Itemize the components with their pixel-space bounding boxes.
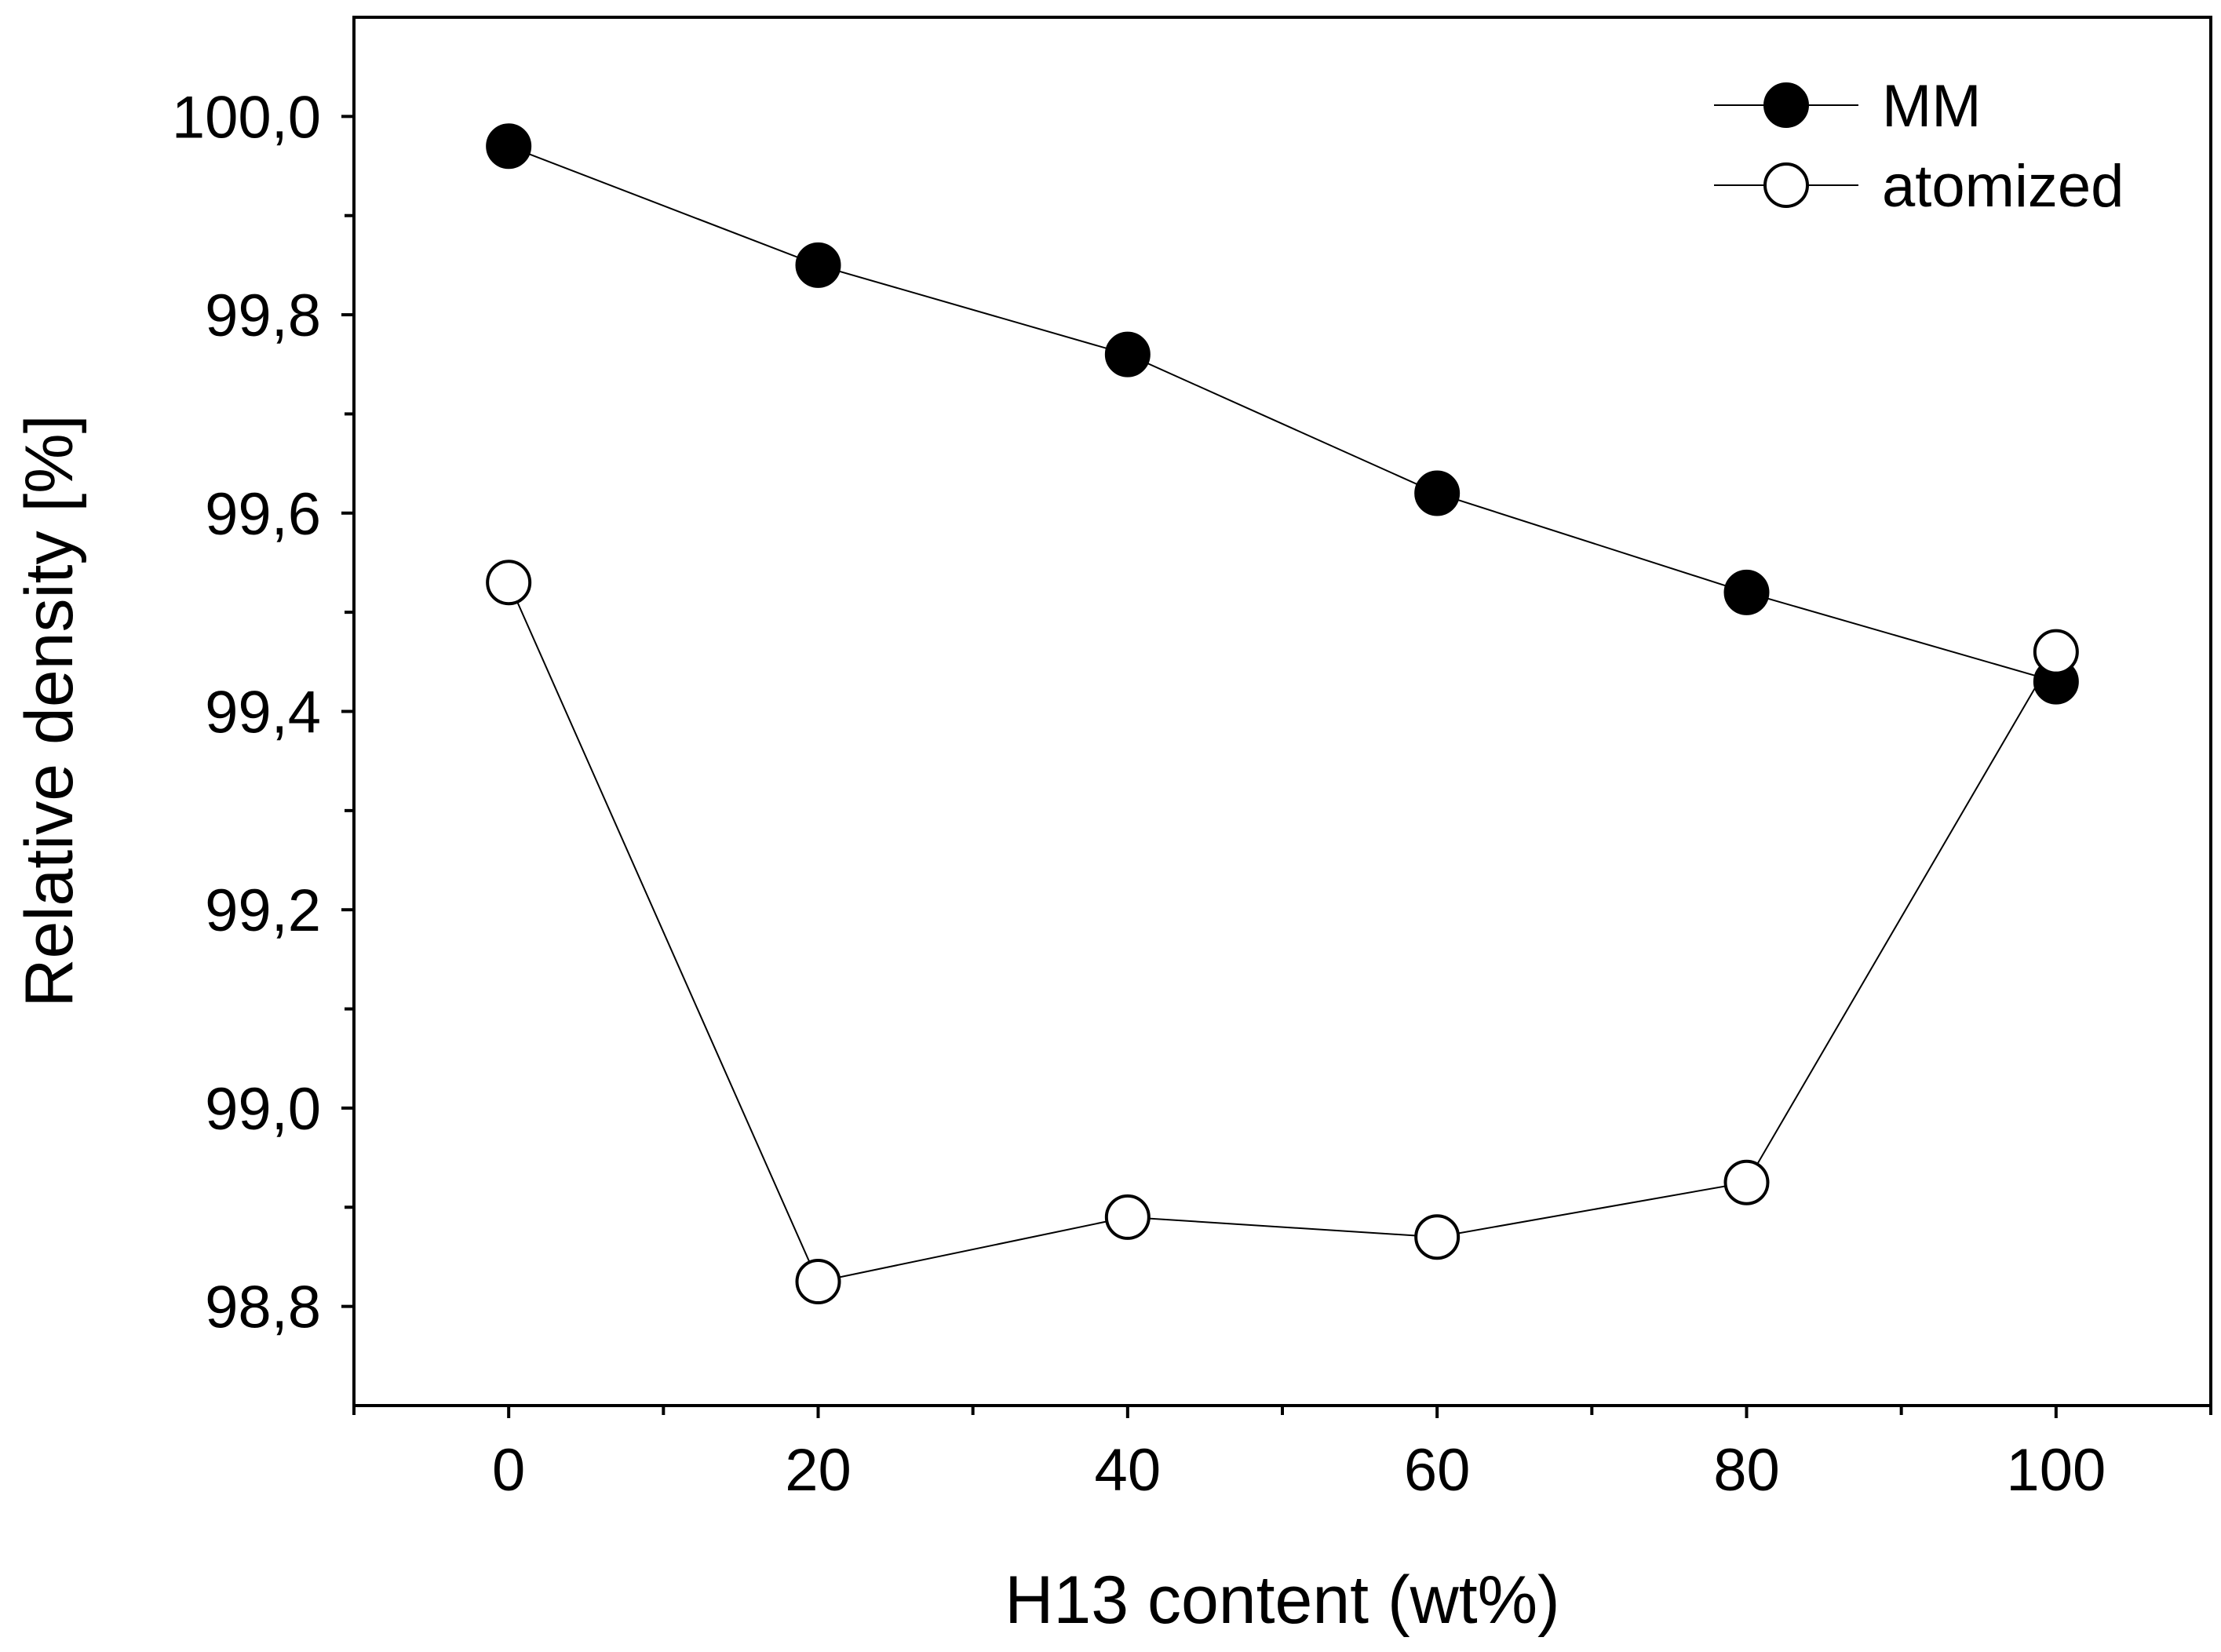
- legend-label-atomized: atomized: [1882, 153, 2124, 220]
- series-line-mm: [508, 145, 2057, 683]
- data-point-atomized: [2033, 629, 2079, 675]
- data-point-atomized: [1104, 1194, 1151, 1240]
- y-tick-label: 98,8: [205, 1275, 321, 1341]
- x-axis-title: H13 content (wt%): [1005, 1563, 1559, 1638]
- y-tick-label: 100,0: [172, 84, 321, 151]
- x-tick-label: 80: [1713, 1437, 1780, 1504]
- y-tick-label: 99,8: [205, 283, 321, 349]
- series-line-atomized: [508, 582, 2057, 1283]
- y-axis-title: Relative density [%]: [12, 414, 87, 1007]
- y-tick-label: 99,0: [205, 1076, 321, 1143]
- y-axis-tick-labels: 98,8 99,0 99,2 99,4 99,6 99,8 100,0: [172, 84, 321, 1340]
- x-axis-ticks: [352, 1406, 2212, 1418]
- x-tick-label: 100: [2006, 1437, 2106, 1504]
- y-tick-label: 99,4: [205, 680, 321, 746]
- data-point-mm: [1104, 331, 1151, 377]
- plot-area: [352, 16, 2212, 1407]
- data-point-atomized: [486, 560, 532, 606]
- data-point-atomized: [1723, 1159, 1770, 1205]
- x-tick-label: 20: [785, 1437, 852, 1504]
- data-point-atomized: [795, 1259, 841, 1305]
- data-point-mm: [1414, 470, 1461, 516]
- y-tick-label: 99,6: [205, 481, 321, 548]
- x-tick-label: 0: [492, 1437, 525, 1504]
- y-tick-label: 99,2: [205, 877, 321, 944]
- data-point-mm: [1723, 569, 1770, 615]
- legend: MM atomized: [1714, 73, 2124, 220]
- x-tick-label: 60: [1404, 1437, 1471, 1504]
- legend-marker-mm: [1763, 82, 1809, 128]
- data-point-mm: [795, 242, 841, 288]
- data-point-atomized: [1414, 1214, 1461, 1260]
- data-point-mm: [486, 123, 532, 170]
- plot-frame: [352, 16, 2212, 1407]
- legend-label-mm: MM: [1882, 73, 1982, 140]
- x-tick-label: 40: [1095, 1437, 1162, 1504]
- legend-marker-atomized: [1763, 162, 1809, 208]
- x-axis-tick-labels: 0 20 40 60 80 100: [492, 1437, 2106, 1504]
- series-lines: [508, 145, 2057, 1283]
- series-markers: [486, 123, 2079, 1305]
- y-axis-ticks: [341, 115, 354, 1308]
